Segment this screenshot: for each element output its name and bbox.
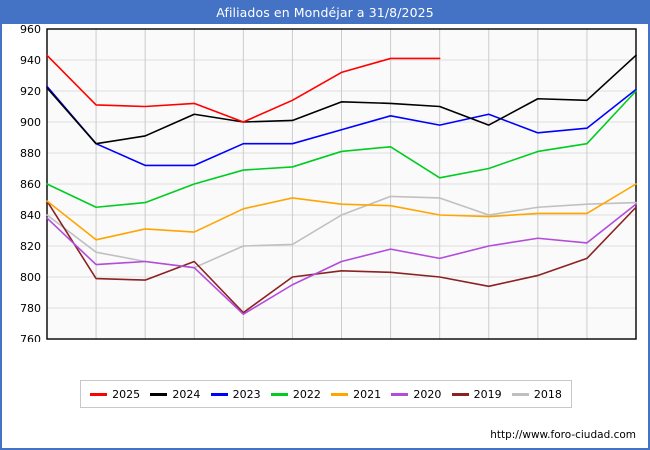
legend-label: 2020 <box>413 387 442 401</box>
chart-area: FORO-CIUDAD.COM 760780800820840860880900… <box>2 24 648 342</box>
y-axis-tick-label: 840 <box>20 209 41 222</box>
chart-legend: 2025 2024 2023 2022 2021 2020 2019 2018 <box>80 380 572 408</box>
y-axis-tick-label: 900 <box>20 116 41 129</box>
series-line-2020 <box>46 203 637 316</box>
legend-item-2022[interactable]: 2022 <box>270 387 321 401</box>
line-chart: 760780800820840860880900920940960ENEFEBM… <box>20 24 637 342</box>
legend-item-2019[interactable]: 2019 <box>451 387 502 401</box>
legend-item-2024[interactable]: 2024 <box>150 389 200 400</box>
legend-swatch-icon <box>150 392 168 396</box>
legend-swatch-icon <box>270 392 288 396</box>
legend-swatch-icon <box>331 392 349 396</box>
y-axis-tick-label: 880 <box>20 147 41 160</box>
legend-swatch-icon <box>451 392 469 396</box>
legend-item-2025[interactable]: 2025 <box>90 389 140 400</box>
series-line-2023 <box>46 85 637 167</box>
footer-url: http://www.foro-ciudad.com <box>490 429 636 441</box>
y-axis-tick-label: 780 <box>20 302 41 315</box>
legend-item-2023[interactable]: 2023 <box>210 387 261 401</box>
y-axis-tick-label: 820 <box>20 240 41 253</box>
legend-label: 2019 <box>473 387 502 401</box>
window-title: Afiliados en Mondéjar a 31/8/2025 <box>2 2 648 24</box>
legend-label: 2023 <box>232 387 261 401</box>
legend-label: 2021 <box>353 387 382 401</box>
legend-swatch-icon <box>391 392 409 396</box>
y-axis-tick-label: 860 <box>20 178 41 191</box>
series-line-2024 <box>46 54 637 145</box>
series-line-2022 <box>46 90 637 209</box>
y-axis-tick-label: 940 <box>20 54 41 67</box>
legend-swatch-icon <box>90 392 108 396</box>
legend-label: 2022 <box>292 387 321 401</box>
legend-label: 2024 <box>172 387 201 401</box>
legend-swatch-icon <box>210 392 228 396</box>
y-axis-tick-label: 800 <box>20 271 41 284</box>
legend-item-2021[interactable]: 2021 <box>331 389 381 400</box>
legend-label: 2018 <box>533 387 562 401</box>
y-axis-tick-label: 760 <box>20 333 41 342</box>
y-axis-tick-label: 960 <box>20 24 41 36</box>
series-line-2019 <box>46 200 637 314</box>
series-line-2025 <box>46 54 441 123</box>
legend-item-2020[interactable]: 2020 <box>391 389 441 400</box>
legend-swatch-icon <box>511 392 529 396</box>
legend-label: 2025 <box>112 387 141 401</box>
legend-item-2018[interactable]: 2018 <box>511 387 562 401</box>
y-axis-tick-label: 920 <box>20 85 41 98</box>
series-line-2021 <box>46 183 637 241</box>
